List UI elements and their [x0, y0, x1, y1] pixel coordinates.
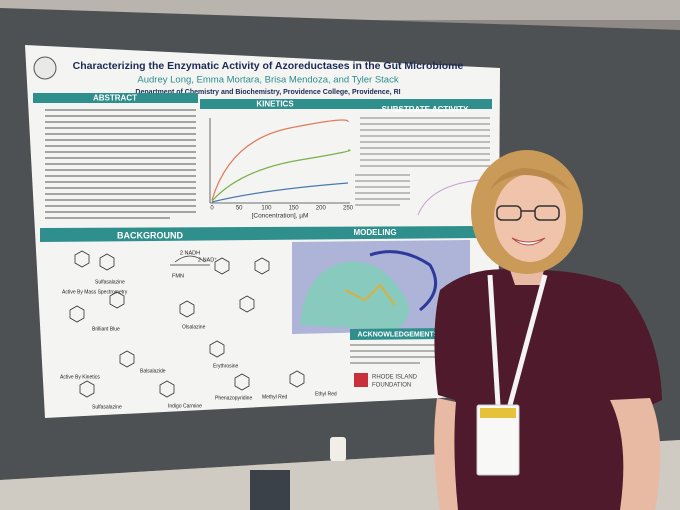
compound-label: Erythrosine: [213, 363, 239, 369]
substrate-table: [355, 117, 490, 206]
arm: [610, 398, 661, 510]
legs: [250, 470, 290, 510]
x-tick-label: 0: [210, 206, 214, 212]
section-bar: [200, 99, 492, 109]
cup: [330, 437, 346, 461]
compound-label: Phenazopyridine: [215, 395, 252, 401]
logo: [33, 56, 57, 80]
compound-label: Methyl Red: [262, 394, 288, 400]
compound-label: Sulfasalazine: [92, 404, 122, 410]
x-tick-label: 100: [261, 206, 272, 212]
fit-curve: [211, 119, 349, 201]
lanyard: [487, 274, 548, 406]
foundation-logo: [354, 373, 368, 387]
face: [494, 174, 566, 262]
fit-curve: [211, 182, 349, 203]
section-heading: ABSTRACT: [93, 94, 137, 103]
x-tick-label: 50: [236, 206, 243, 212]
sponsor: RHODE ISLAND: [372, 375, 418, 381]
sponsor: FOUNDATION: [372, 383, 411, 389]
x-tick-label: 250: [343, 206, 354, 212]
section-bar: [33, 93, 198, 103]
hair-fringe: [490, 168, 570, 190]
compound-label: Indigo Carmine: [168, 403, 202, 409]
compound-label: Balsalazide: [140, 368, 166, 374]
arm: [434, 398, 458, 510]
poster-title: Characterizing the Enzymatic Activity of…: [73, 60, 464, 72]
section-heading: MODELING: [353, 228, 396, 237]
reaction-label: 2 NAD⁺: [198, 256, 217, 263]
x-tick-label: 150: [289, 206, 300, 212]
compound-label: Brilliant Blue: [92, 326, 120, 332]
x-tick-label: 200: [316, 206, 327, 212]
section-heading: ACKNOWLEDGEMENTS: [358, 331, 439, 338]
acknowledgement-text: [350, 344, 440, 364]
poster-affiliation: Department of Chemistry and Biochemistry…: [135, 89, 400, 96]
compound-labels: Sulfasalazine Active By Mass Spectrometr…: [60, 279, 337, 410]
section-bar: [350, 328, 448, 340]
inset-plot: [417, 179, 481, 216]
section-heading: KINETICS: [256, 100, 294, 109]
poster-authors: Audrey Long, Emma Mortara, Brisa Mendoza…: [137, 75, 398, 86]
name-badge: [476, 404, 520, 476]
section-heading: BACKGROUND: [117, 230, 183, 240]
reaction-label: 2 NADH: [180, 250, 200, 256]
ligand-model: [369, 250, 438, 312]
compound-label: Active By Kinetics: [60, 374, 100, 380]
compound-label: Ethyl Red: [315, 391, 337, 397]
compound-label: Active By Mass Spectrometry: [62, 289, 128, 295]
fit-curve: [211, 149, 351, 202]
axis-label: [Concentration], µM: [252, 213, 309, 220]
ligand-model: [344, 283, 396, 306]
reaction-label: FMN: [172, 273, 184, 279]
structures: [69, 250, 305, 398]
tick-labels: 0 50 100 150 200 250: [210, 206, 353, 212]
glasses: [496, 205, 560, 221]
badge-header: [480, 408, 516, 418]
smile: [511, 237, 546, 246]
compound-label: Sulfasalazine: [95, 279, 125, 285]
compound-label: Olsalazine: [182, 324, 206, 330]
abstract-text: [45, 109, 196, 219]
section-heading: SUBSTRATE ACTIVITY: [382, 105, 469, 114]
section-bar: [40, 226, 480, 242]
